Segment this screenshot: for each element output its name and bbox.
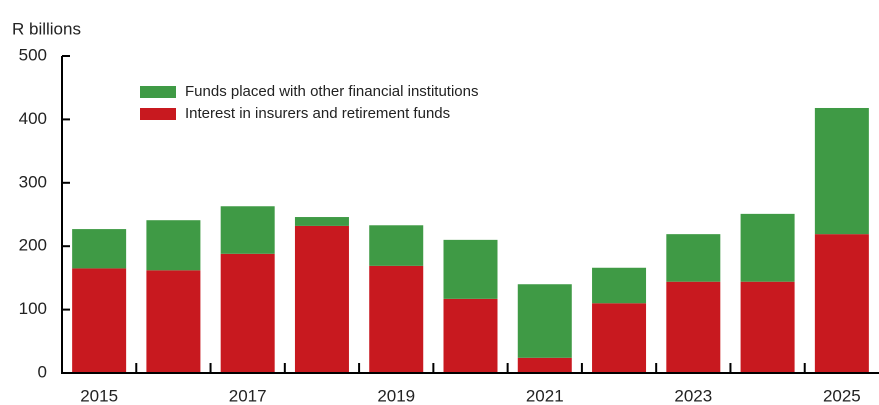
bar-segment — [72, 268, 127, 373]
bar-segment — [72, 229, 127, 269]
bar-segment — [443, 239, 498, 299]
legend-label: Funds placed with other financial instit… — [185, 83, 479, 100]
bar-segment — [146, 270, 201, 373]
bar-segment — [592, 303, 647, 373]
x-tick-label: 2015 — [80, 386, 118, 405]
bar-segment — [369, 265, 424, 373]
bar-segment — [517, 284, 572, 358]
bar-segment — [814, 107, 869, 235]
y-axis-label: R billions — [12, 19, 81, 38]
bar-segment — [146, 220, 201, 271]
bar-segment — [220, 206, 275, 254]
bar-segment — [443, 298, 498, 373]
legend-swatch — [140, 108, 176, 120]
bar-segment — [666, 234, 721, 282]
y-tick-label: 200 — [19, 236, 47, 255]
bar-segment — [592, 267, 647, 304]
bar-segment — [666, 281, 721, 373]
bar-segment — [814, 234, 869, 373]
bar-segment — [294, 217, 349, 226]
bar-segment — [740, 281, 795, 373]
y-tick-label: 300 — [19, 172, 47, 191]
x-tick-label: 2019 — [377, 386, 415, 405]
x-tick-label: 2021 — [526, 386, 564, 405]
bar-segment — [740, 213, 795, 282]
x-tick-label: 2023 — [674, 386, 712, 405]
legend-label: Interest in insurers and retirement fund… — [185, 105, 450, 122]
bar-segment — [369, 225, 424, 266]
y-tick-label: 500 — [19, 45, 47, 64]
y-tick-label: 0 — [38, 362, 47, 381]
legend-swatch — [140, 86, 176, 98]
bar-segment — [517, 357, 572, 373]
y-tick-label: 100 — [19, 299, 47, 318]
bar-segment — [294, 225, 349, 373]
x-tick-label: 2025 — [823, 386, 861, 405]
bar-segment — [220, 253, 275, 373]
x-tick-label: 2017 — [229, 386, 267, 405]
y-tick-label: 400 — [19, 109, 47, 128]
